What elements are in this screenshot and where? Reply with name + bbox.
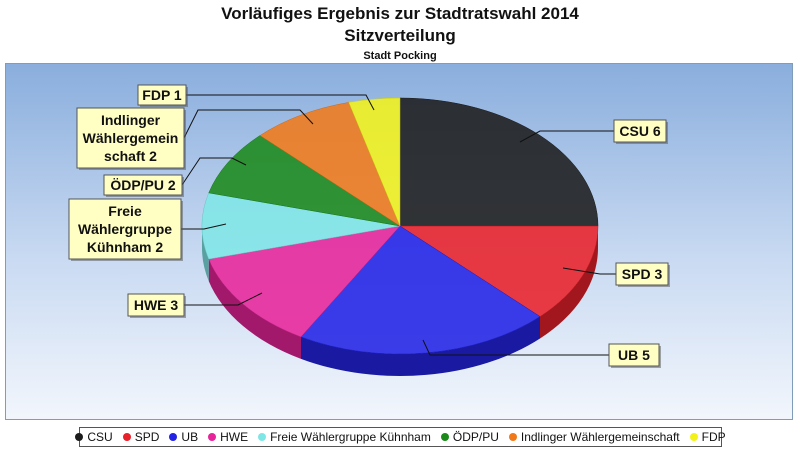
legend-item-3: HWE <box>208 430 248 444</box>
leader-line-1 <box>562 267 616 275</box>
slice-label-text: Indlinger <box>101 112 161 128</box>
legend-label: FDP <box>701 430 726 444</box>
legend-label: HWE <box>220 430 249 444</box>
legend-item-1: SPD <box>122 430 160 444</box>
slice-freie-w-hlergruppe-k-hnham <box>201 192 401 260</box>
legend-label: ÖDP/PU <box>452 430 499 444</box>
label-box-0 <box>613 119 667 143</box>
slice-label-text: SPD 3 <box>622 266 663 282</box>
slice-label-text: Kühnham 2 <box>87 239 163 255</box>
legend-label: Indlinger Wählergemeinschaft <box>520 430 680 444</box>
label-box-4 <box>68 198 182 260</box>
leader-line-2 <box>422 339 609 356</box>
legend-marker <box>208 433 217 441</box>
leader-line-4 <box>181 223 227 230</box>
slice-hwe <box>208 225 401 338</box>
label-box-3 <box>127 293 185 317</box>
legend-marker <box>440 433 449 441</box>
label-box-6 <box>76 107 185 169</box>
pie-sides <box>202 226 598 376</box>
slice-indlinger-w-hlergemeinschaft <box>259 102 401 227</box>
chart-subtitle: Sitzverteilung <box>344 26 456 45</box>
pie-tops <box>201 97 599 355</box>
legend-item-5: ÖDP/PU <box>440 430 499 444</box>
legend-item-0: CSU <box>75 430 113 444</box>
legend-marker <box>258 433 267 441</box>
legend-item-4: Freie Wählergruppe Kühnham <box>258 430 431 444</box>
leader-line-0 <box>519 130 614 143</box>
legend-item-6: Indlinger Wählergemeinschaft <box>508 430 680 444</box>
slice-side-1 <box>540 226 598 339</box>
legend-marker <box>508 433 517 441</box>
legend-marker <box>689 433 698 441</box>
label-box-1 <box>615 262 669 286</box>
slice-side-4 <box>202 226 209 282</box>
leader-line-3 <box>184 292 263 306</box>
slice--dp-pu <box>208 135 401 227</box>
legend-item-2: UB <box>169 430 198 444</box>
leader-line-6 <box>183 109 314 139</box>
slice-spd <box>399 225 599 317</box>
slice-label-text: Wählergemein <box>83 130 179 146</box>
slice-label-text: schaft 2 <box>104 148 157 164</box>
label-box-5 <box>103 174 183 196</box>
slice-label-text: Wählergruppe <box>78 221 172 237</box>
leader-line-5 <box>181 157 247 186</box>
slice-side-3 <box>208 259 301 359</box>
slice-fdp <box>348 97 401 227</box>
slice-label-text: ÖDP/PU 2 <box>110 177 176 193</box>
leader-line-7 <box>186 94 375 111</box>
slice-label-text: HWE 3 <box>134 297 179 313</box>
legend-label: CSU <box>87 430 113 444</box>
label-box-7 <box>137 84 187 106</box>
legend-marker <box>122 433 131 441</box>
slice-csu <box>399 97 599 227</box>
legend-label: Freie Wählergruppe Kühnham <box>270 430 431 444</box>
slice-label-text: Freie <box>108 203 142 219</box>
slice-ub <box>300 225 541 355</box>
legend-marker <box>75 433 84 441</box>
legend-label: UB <box>181 430 199 444</box>
legend: CSU SPD UB HWE Freie Wählergruppe Kühnham ÖDP… <box>75 427 726 447</box>
chart-caption: Stadt Pocking <box>363 50 437 62</box>
slice-side-2 <box>301 316 541 376</box>
chart-title: Vorläufiges Ergebnis zur Stadtratswahl 2… <box>221 4 579 23</box>
legend-item-7: FDP <box>689 430 726 444</box>
legend-marker <box>169 433 178 441</box>
slice-label-text: CSU 6 <box>619 123 660 139</box>
legend-label: SPD <box>134 430 160 444</box>
slice-label-text: FDP 1 <box>142 87 182 103</box>
slice-labels: CSU 6 SPD 3 UB 5 HWE 3 Freie Wählergruppe Kühn… <box>68 84 670 368</box>
label-box-2 <box>608 343 660 367</box>
slice-label-text: UB 5 <box>618 347 650 363</box>
